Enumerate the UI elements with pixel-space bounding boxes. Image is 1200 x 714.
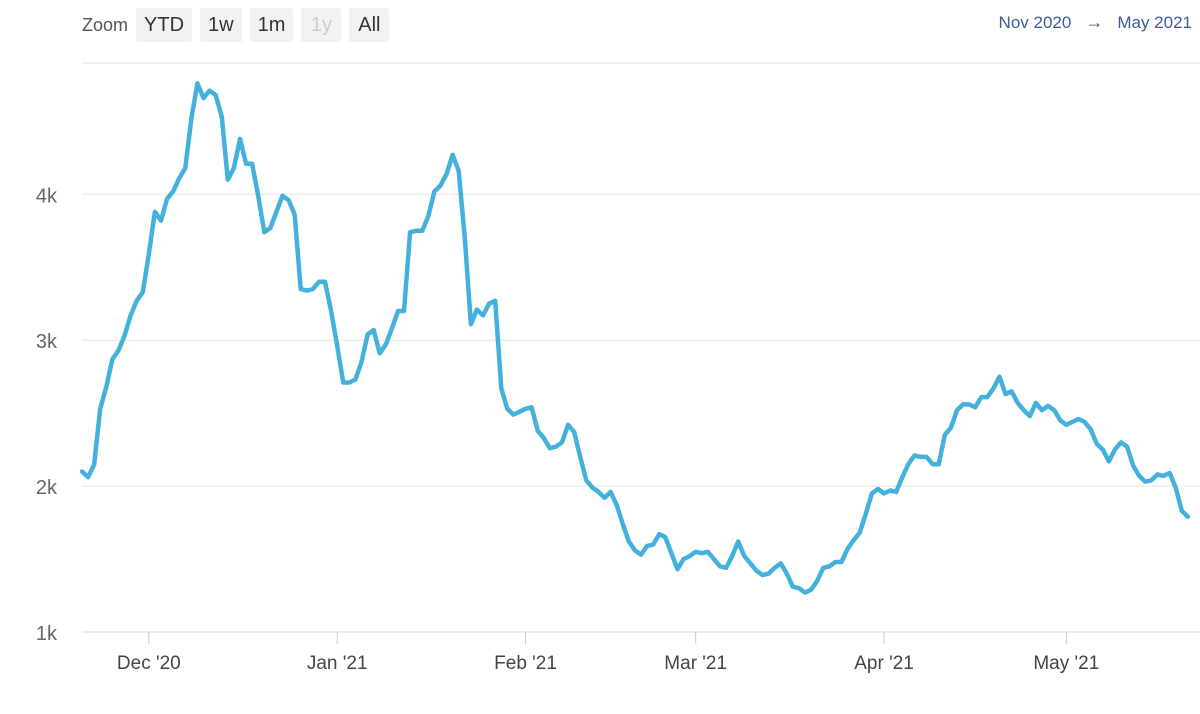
y-axis: 1k 2k 3k 4k xyxy=(36,185,58,645)
range-arrow-icon: → xyxy=(1085,12,1104,32)
x-tick-label: Mar '21 xyxy=(664,653,727,674)
zoom-ytd-button[interactable]: YTD xyxy=(136,8,193,42)
x-tick-label: Jan '21 xyxy=(307,653,368,674)
x-tick-label: Dec '20 xyxy=(117,653,181,674)
zoom-1m-button[interactable]: 1m xyxy=(249,8,294,42)
range-from[interactable]: Nov 2020 xyxy=(998,12,1072,32)
series-line[interactable] xyxy=(79,81,1191,595)
zoom-1y-button: 1y xyxy=(301,8,342,42)
x-tick-label: Feb '21 xyxy=(494,653,557,674)
x-tick-label: May '21 xyxy=(1033,653,1099,674)
series-group xyxy=(79,81,1191,595)
y-tick-label: 2k xyxy=(36,477,58,499)
y-tick-label: 4k xyxy=(36,185,58,207)
range-to[interactable]: May 2021 xyxy=(1117,12,1192,32)
x-tick-label: Apr '21 xyxy=(854,653,914,674)
zoom-bar: Zoom YTD 1w 1m 1y All xyxy=(82,7,397,43)
date-range: Nov 2020 → May 2021 xyxy=(999,12,1192,33)
y-tick-label: 3k xyxy=(36,331,58,353)
y-tick-label: 1k xyxy=(36,623,58,645)
zoom-label: Zoom xyxy=(82,14,129,35)
x-axis: Dec '20 Jan '21 Feb '21 Mar '21 Apr '21 May '… xyxy=(82,631,1200,674)
zoom-all-button[interactable]: All xyxy=(349,8,390,42)
grid-lines xyxy=(82,62,1200,487)
zoom-1w-button[interactable]: 1w xyxy=(200,8,242,42)
